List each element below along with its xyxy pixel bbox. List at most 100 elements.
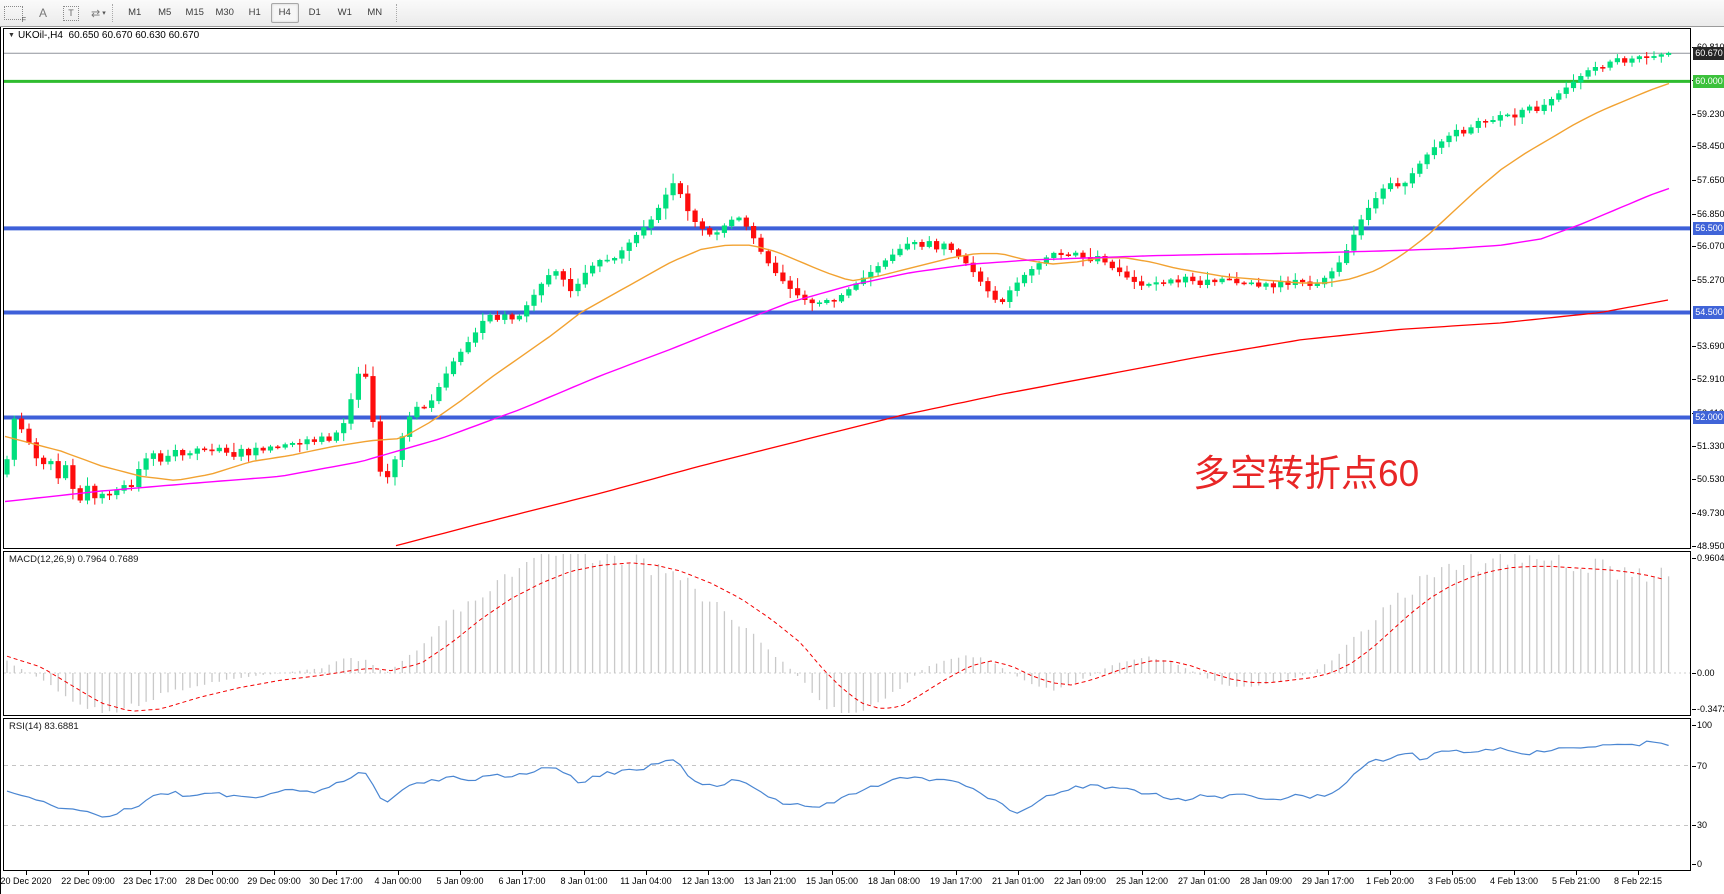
time-tick-label: 8 Jan 01:00 <box>560 876 608 886</box>
time-tick-mark <box>460 871 461 875</box>
axis-tick-mark <box>1692 180 1696 182</box>
time-tick-mark <box>1576 871 1577 875</box>
chart-annotation-text: 多空转折点60 <box>1193 453 1420 494</box>
rsi-tick-label: 0 <box>1697 859 1703 869</box>
timeframe-button-d1[interactable]: D1 <box>308 7 321 18</box>
axis-tick-mark <box>1692 825 1696 827</box>
time-tick-label: 25 Jan 12:00 <box>1115 876 1169 886</box>
time-tick-mark <box>646 871 647 875</box>
time-tick-label: 29 Dec 09:00 <box>247 876 301 886</box>
timeframe-button-m1[interactable]: M1 <box>128 7 142 18</box>
macd-indicator-label: MACD(12,26,9) 0.7964 0.7689 <box>9 554 139 565</box>
rsi-panel[interactable]: RSI(14) 83.6881 <box>3 718 1691 871</box>
macd-chart-canvas[interactable] <box>4 552 1690 715</box>
price-panel[interactable] <box>3 28 1691 549</box>
timeframe-button-h4[interactable]: H4 <box>270 3 299 23</box>
time-tick-label: 19 Jan 17:00 <box>929 876 983 886</box>
time-tick-label: 4 Feb 13:00 <box>1489 876 1539 886</box>
time-tick-label: 30 Dec 17:00 <box>309 876 363 886</box>
time-tick-label: 5 Jan 09:00 <box>436 876 484 886</box>
timeframe-button-m5[interactable]: M5 <box>158 7 172 18</box>
axis-tick-mark <box>1692 545 1696 547</box>
time-tick-label: 5 Feb 21:00 <box>1551 876 1601 886</box>
time-tick-mark <box>1638 871 1639 875</box>
time-tick-label: 13 Jan 21:00 <box>743 876 797 886</box>
chart-title-symbol: UKOil-,H4 <box>17 30 63 41</box>
fibo-grid-tool-icon[interactable]: F <box>4 6 26 24</box>
time-tick-mark <box>708 871 709 875</box>
axis-tick-mark <box>1692 146 1696 148</box>
time-tick-mark <box>336 871 337 875</box>
timeframe-button-h1[interactable]: H1 <box>248 7 261 18</box>
time-tick-mark <box>894 871 895 875</box>
candles-down <box>19 52 1650 505</box>
time-tick-mark <box>1266 871 1267 875</box>
price-level-badge: 60.000 <box>1693 74 1724 88</box>
ma-mid-magenta[interactable] <box>4 187 1670 503</box>
timeframe-button-m30[interactable]: M30 <box>215 7 234 18</box>
time-tick-mark <box>88 871 89 875</box>
price-tick-label: 56.070 <box>1697 241 1724 252</box>
text-tool-icon[interactable]: T <box>63 5 79 21</box>
time-tick-label: 6 Jan 17:00 <box>498 876 546 886</box>
axis-tick-mark <box>1692 213 1696 215</box>
timeframe-button-mn[interactable]: MN <box>367 7 383 18</box>
time-tick-mark <box>1142 871 1143 875</box>
timeframe-button-m15[interactable]: M15 <box>185 7 204 18</box>
toolbar-separator <box>395 4 398 22</box>
price-tick-label: 53.690 <box>1697 341 1724 352</box>
time-tick-mark <box>26 871 27 875</box>
price-level-badge: 54.500 <box>1693 305 1724 319</box>
macd-signal-line <box>6 562 1664 712</box>
axis-tick-mark <box>1692 512 1696 514</box>
time-tick-mark <box>274 871 275 875</box>
price-tick-label: 58.450 <box>1697 141 1724 152</box>
price-tick-label: 59.230 <box>1697 108 1724 119</box>
time-tick-label: 28 Jan 09:00 <box>1239 876 1293 886</box>
time-tick-mark <box>398 871 399 875</box>
axis-tick-mark <box>1692 765 1696 767</box>
ma-slow-red[interactable] <box>395 299 1669 547</box>
price-tick-label: 49.730 <box>1697 507 1724 518</box>
axis-tick-mark <box>1692 558 1696 559</box>
price-tick-label: 51.330 <box>1697 440 1724 451</box>
time-tick-label: 20 Dec 2020 <box>0 876 52 886</box>
collapse-triangle-icon[interactable]: ▼ <box>8 32 15 39</box>
axis-tick-mark <box>1692 445 1696 447</box>
ma-fast-orange[interactable] <box>4 82 1670 481</box>
macd-panel[interactable]: MACD(12,26,9) 0.7964 0.7689 <box>3 551 1691 716</box>
time-tick-mark <box>1452 871 1453 875</box>
price-chart-canvas[interactable] <box>4 29 1690 548</box>
axis-tick-mark <box>1692 864 1696 865</box>
chart-window: ▼ UKOil-,H4 60.650 60.670 60.630 60.670 多… <box>0 27 1724 894</box>
arrows-dropdown-caret-icon[interactable]: ▾ <box>102 10 106 17</box>
price-tick-label: 57.650 <box>1697 175 1724 186</box>
time-tick-label: 3 Feb 05:00 <box>1427 876 1477 886</box>
rsi-tick-label: 100 <box>1697 720 1713 730</box>
time-tick-label: 27 Jan 01:00 <box>1177 876 1231 886</box>
timeframe-button-w1[interactable]: W1 <box>337 7 352 18</box>
time-tick-label: 18 Jan 08:00 <box>867 876 921 886</box>
axis-tick-mark <box>1692 246 1696 248</box>
time-tick-label: 1 Feb 20:00 <box>1365 876 1415 886</box>
time-tick-mark <box>956 871 957 875</box>
time-tick-label: 22 Jan 09:00 <box>1053 876 1107 886</box>
macd-tick-label: 0.00 <box>1697 668 1715 678</box>
time-tick-label: 15 Jan 05:00 <box>805 876 859 886</box>
time-tick-label: 21 Jan 01:00 <box>991 876 1045 886</box>
macd-tick-label: -0.3473 <box>1697 704 1724 714</box>
arrows-tool-icon[interactable]: ⇄ <box>91 7 100 20</box>
label-tool-icon[interactable]: A <box>38 6 47 20</box>
price-level-badge: 60.670 <box>1693 46 1724 60</box>
time-tick-label: 23 Dec 17:00 <box>123 876 177 886</box>
time-tick-mark <box>1514 871 1515 875</box>
timeframe-button-group: M1 M5 M15 M30 H1 H4 D1 W1 MN <box>120 3 390 23</box>
rsi-chart-canvas[interactable] <box>4 719 1690 870</box>
time-tick-label: 29 Jan 17:00 <box>1301 876 1355 886</box>
time-tick-mark <box>1018 871 1019 875</box>
time-tick-mark <box>584 871 585 875</box>
price-tick-label: 56.850 <box>1697 208 1724 219</box>
time-tick-mark <box>212 871 213 875</box>
time-tick-label: 22 Dec 09:00 <box>61 876 115 886</box>
time-tick-label: 12 Jan 13:00 <box>681 876 735 886</box>
